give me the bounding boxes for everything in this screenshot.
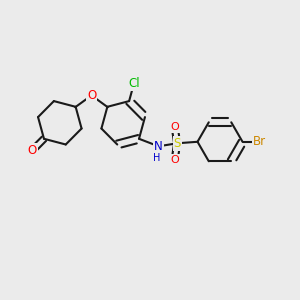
- Text: Br: Br: [253, 135, 266, 148]
- Text: S: S: [173, 137, 181, 150]
- Text: Cl: Cl: [128, 77, 140, 90]
- Text: H: H: [153, 153, 161, 163]
- Text: O: O: [170, 155, 179, 165]
- Text: O: O: [28, 144, 37, 157]
- Text: N: N: [154, 140, 163, 153]
- Text: O: O: [87, 89, 96, 102]
- Text: O: O: [170, 122, 179, 132]
